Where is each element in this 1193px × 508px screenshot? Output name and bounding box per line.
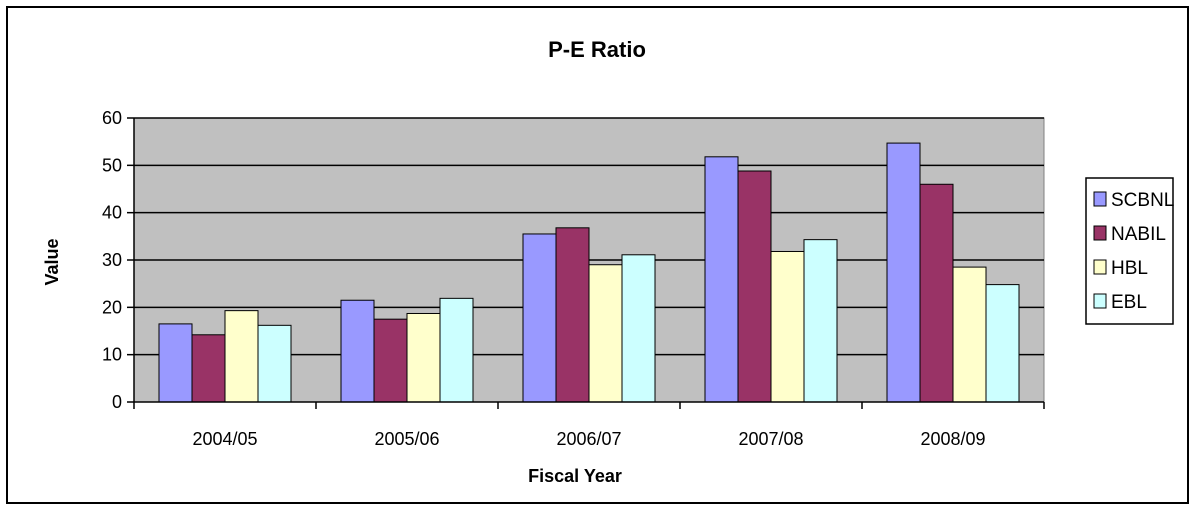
bar-hbl-2006-07 xyxy=(588,264,623,403)
bar-ebl-2007-08 xyxy=(803,239,838,403)
x-tick-label: 2004/05 xyxy=(192,429,257,449)
bar-scbnl-2007-08 xyxy=(704,156,739,403)
y-tick-label: 0 xyxy=(112,392,122,412)
legend-label-ebl: EBL xyxy=(1111,292,1147,313)
bar-ebl-2006-07 xyxy=(621,254,656,403)
bar-scbnl-2005-06 xyxy=(340,299,375,403)
legend-swatch-scbnl xyxy=(1093,191,1107,207)
x-tick-label: 2008/09 xyxy=(920,429,985,449)
y-tick-label: 50 xyxy=(102,155,122,175)
y-tick-label: 60 xyxy=(102,108,122,128)
bar-ebl-2008-09 xyxy=(985,284,1020,403)
bar-nabil-2008-09 xyxy=(919,183,954,403)
bar-scbnl-2008-09 xyxy=(886,142,921,403)
bar-nabil-2006-07 xyxy=(555,227,590,403)
bar-nabil-2007-08 xyxy=(737,170,772,403)
bar-nabil-2005-06 xyxy=(373,318,408,403)
x-tick-labels: 2004/05 2005/06 2006/07 2007/08 2008/09 xyxy=(192,429,985,449)
legend: SCBNL NABIL HBL EBL xyxy=(1085,177,1174,325)
x-tick-label: 2007/08 xyxy=(738,429,803,449)
y-tick-label: 10 xyxy=(102,345,122,365)
x-tick-label: 2006/07 xyxy=(556,429,621,449)
axes xyxy=(127,117,1045,409)
y-axis-title: Value xyxy=(42,238,62,285)
y-tick-label: 40 xyxy=(102,203,122,223)
bar-scbnl-2006-07 xyxy=(522,233,557,403)
y-tick-labels: 0 10 20 30 40 50 60 xyxy=(102,108,122,412)
legend-swatch-hbl xyxy=(1093,259,1107,275)
bar-hbl-2007-08 xyxy=(770,250,805,403)
bar-hbl-2004-05 xyxy=(224,310,259,403)
bar-hbl-2008-09 xyxy=(952,266,987,403)
bar-nabil-2004-05 xyxy=(191,334,226,403)
x-axis-title: Fiscal Year xyxy=(528,466,622,486)
bar-scbnl-2004-05 xyxy=(158,323,193,403)
bar-hbl-2005-06 xyxy=(406,312,441,403)
legend-label-nabil: NABIL xyxy=(1111,224,1166,245)
x-tick-label: 2005/06 xyxy=(374,429,439,449)
y-tick-label: 20 xyxy=(102,297,122,317)
legend-label-hbl: HBL xyxy=(1111,258,1148,279)
bar-ebl-2005-06 xyxy=(439,297,474,403)
y-tick-label: 30 xyxy=(102,250,122,270)
legend-swatch-nabil xyxy=(1093,225,1107,241)
legend-label-scbnl: SCBNL xyxy=(1111,190,1174,211)
chart-title: P-E Ratio xyxy=(548,37,646,62)
bars xyxy=(158,142,1020,403)
legend-swatch-ebl xyxy=(1093,293,1107,309)
bar-ebl-2004-05 xyxy=(257,324,292,403)
